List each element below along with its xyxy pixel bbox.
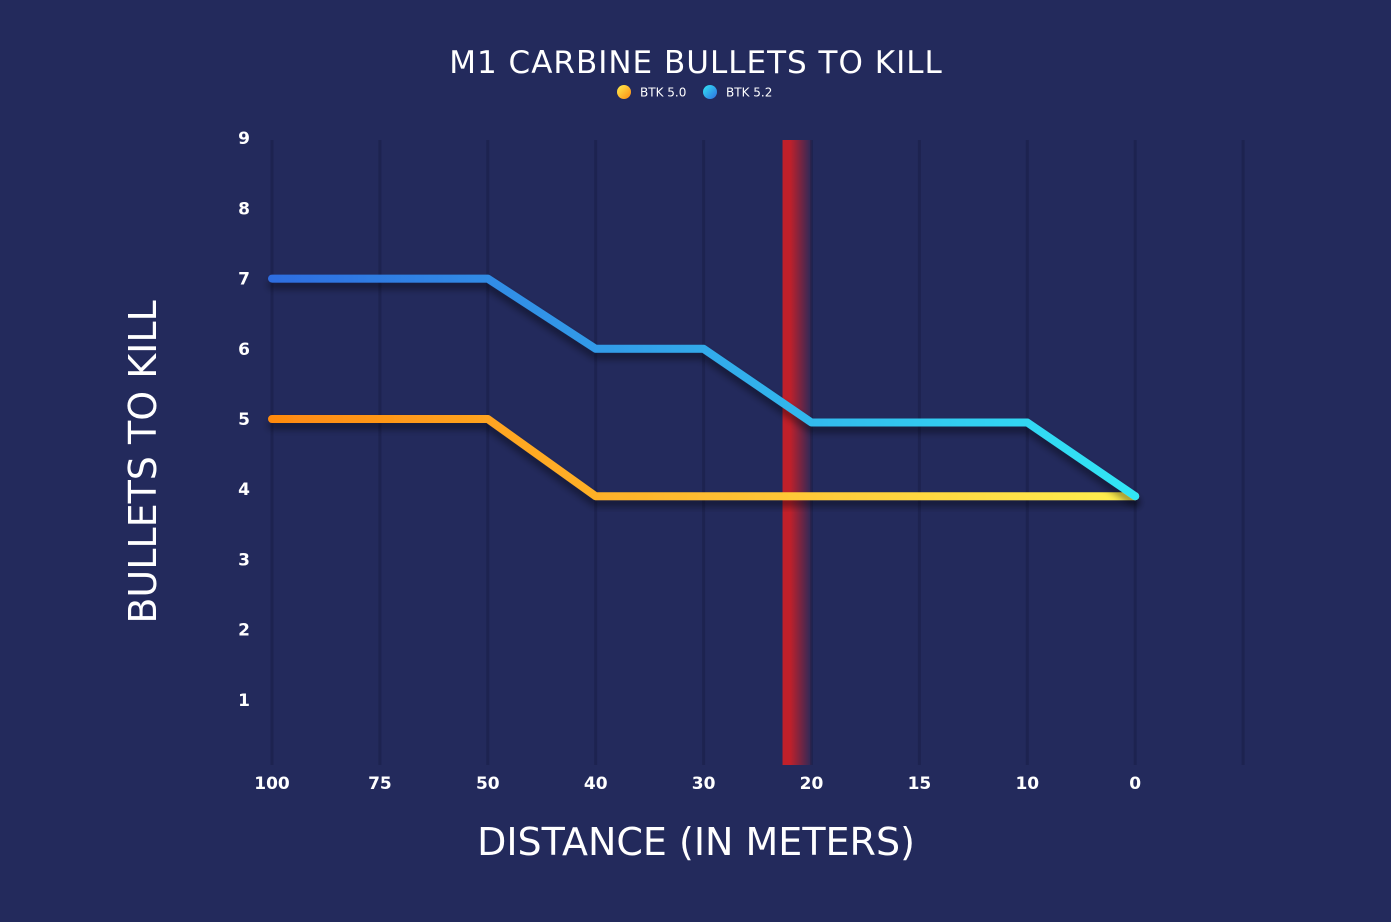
legend-label: BTK 5.0: [640, 86, 686, 100]
x-tick-label: 50: [476, 774, 500, 794]
x-tick-label: 0: [1129, 774, 1141, 794]
series-layer: [268, 274, 1140, 501]
x-tick-label: 40: [584, 774, 608, 794]
threshold-band: [782, 140, 813, 765]
y-tick-label: 1: [238, 691, 250, 711]
threshold-layer: [782, 140, 813, 765]
y-axis-ticks: 1 2 3 4 5 6 7 8 9: [238, 129, 250, 711]
x-tick-label: 10: [1015, 774, 1039, 794]
chart-title: M1 CARBINE BULLETS TO KILL: [449, 45, 943, 81]
y-tick-label: 6: [238, 340, 250, 360]
legend-marker: [617, 85, 631, 99]
series-line-btk-5-2: [268, 274, 1140, 501]
x-axis-title: DISTANCE (IN METERS): [477, 820, 915, 864]
x-tick-label: 100: [254, 774, 290, 794]
y-tick-label: 4: [238, 480, 250, 500]
y-tick-label: 3: [238, 550, 250, 570]
y-tick-label: 2: [238, 621, 250, 641]
x-tick-label: 15: [908, 774, 932, 794]
x-tick-label: 20: [800, 774, 824, 794]
gridlines: [270, 140, 1245, 765]
y-tick-label: 7: [238, 270, 250, 290]
x-tick-label: 75: [368, 774, 392, 794]
y-axis-title: BULLETS TO KILL: [121, 300, 165, 623]
y-tick-label: 9: [238, 129, 250, 149]
legend-marker: [703, 85, 717, 99]
legend-label: BTK 5.2: [726, 86, 772, 100]
legend: BTK 5.0 BTK 5.2: [617, 85, 772, 100]
x-tick-label: 30: [692, 774, 716, 794]
y-tick-label: 5: [238, 410, 250, 430]
series-line-btk-5-0: [268, 415, 1140, 501]
x-axis-ticks: 100 75 50 40 30 20 15 10 0: [254, 774, 1141, 794]
y-tick-label: 8: [238, 199, 250, 219]
